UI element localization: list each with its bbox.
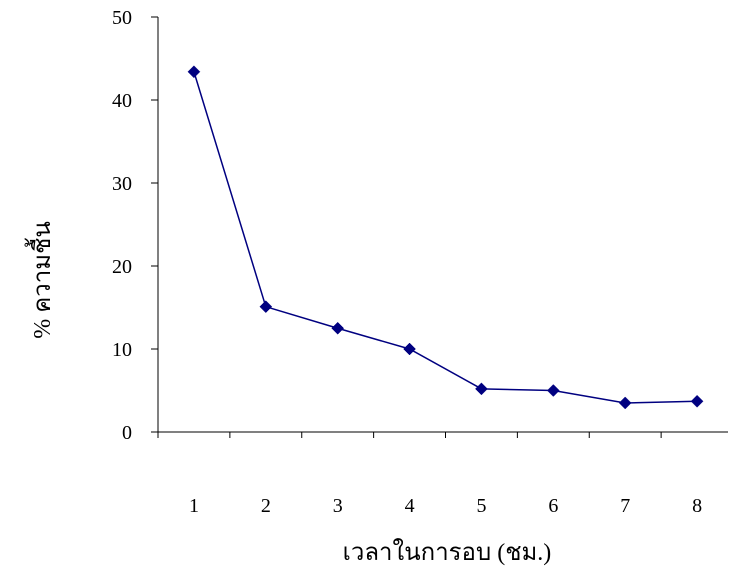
x-tick-label: 6	[548, 495, 558, 517]
labels-layer: 0 10 20 30 40 50 1 2 3 4 5 6 7 8 เวลาในการอบ (ชม.) % คว…	[24, 7, 702, 566]
y-tick-label: 20	[112, 256, 132, 278]
x-tick-label: 1	[189, 495, 199, 517]
x-axis-title: เวลาในการอบ (ชม.)	[343, 538, 552, 566]
y-axis-title: % ความชื้น	[24, 221, 56, 339]
x-tick-label: 3	[333, 495, 343, 517]
x-tick-label: 7	[620, 495, 630, 517]
data-point-marker	[546, 384, 560, 397]
x-tick-label: 4	[405, 495, 415, 517]
x-tick-label: 8	[692, 495, 702, 517]
y-tick-label: 0	[122, 422, 132, 444]
axes	[151, 16, 728, 438]
data-point-marker	[475, 382, 488, 396]
data-point-marker	[259, 300, 273, 314]
data-point-marker	[690, 394, 704, 408]
x-tick-label: 5	[476, 495, 486, 517]
data-point-marker	[403, 342, 416, 356]
x-tick-label: 2	[261, 495, 271, 517]
series-line	[193, 71, 698, 404]
y-tick-label: 30	[112, 173, 132, 195]
y-tick-label: 50	[112, 7, 132, 29]
y-tick-label: 10	[112, 339, 132, 361]
y-tick-label: 40	[112, 90, 132, 112]
series-layer	[187, 65, 704, 410]
data-point-marker	[331, 321, 345, 335]
data-point-marker	[187, 65, 201, 79]
data-point-marker	[618, 396, 632, 410]
